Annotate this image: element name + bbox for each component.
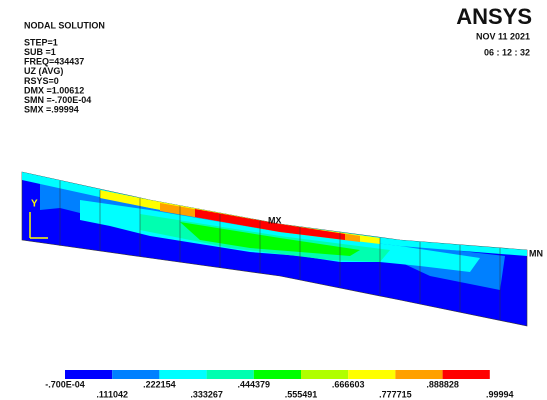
logo: ANSYS: [456, 4, 532, 29]
legend-swatch: [159, 370, 207, 379]
legend-label: .777715: [379, 389, 412, 399]
axis-label: Y: [31, 199, 38, 210]
legend-label: .111042: [96, 389, 128, 399]
legend-label: .444379: [238, 379, 271, 389]
header-line: STEP=1: [24, 37, 58, 47]
title: NODAL SOLUTION: [24, 20, 105, 30]
legend-label: .555491: [285, 389, 318, 399]
min-marker: MN: [529, 248, 543, 258]
header-line: SUB =1: [24, 47, 56, 57]
max-marker: MX: [268, 215, 282, 225]
beam: [21, 171, 528, 327]
legend-swatch: [442, 370, 490, 379]
legend: -.700E-04 .111042 .222154 .333267 .444379 .55…: [45, 370, 514, 399]
header-line: SMN =-.700E-04: [24, 95, 91, 105]
legend-swatch: [348, 370, 396, 379]
header-line: RSYS=0: [24, 76, 59, 86]
legend-label: .666603: [332, 379, 365, 389]
legend-label: .99994: [486, 389, 514, 399]
legend-label: .333267: [190, 389, 223, 399]
legend-swatch: [112, 370, 160, 379]
legend-swatch: [206, 370, 254, 379]
header-line: FREQ=434437: [24, 57, 84, 67]
legend-label: .222154: [143, 379, 176, 389]
legend-swatch: [65, 370, 113, 379]
header-line: SMX =.99994: [24, 105, 79, 115]
legend-swatch: [395, 370, 443, 379]
legend-label: .888828: [426, 379, 459, 389]
header-line: UZ (AVG): [24, 66, 63, 76]
legend-swatch: [253, 370, 301, 379]
legend-label: -.700E-04: [45, 379, 85, 389]
header-line: DMX =1.00612: [24, 85, 84, 95]
time: 06 : 12 : 32: [484, 47, 530, 57]
date: NOV 11 2021: [476, 31, 530, 41]
legend-swatch: [301, 370, 349, 379]
